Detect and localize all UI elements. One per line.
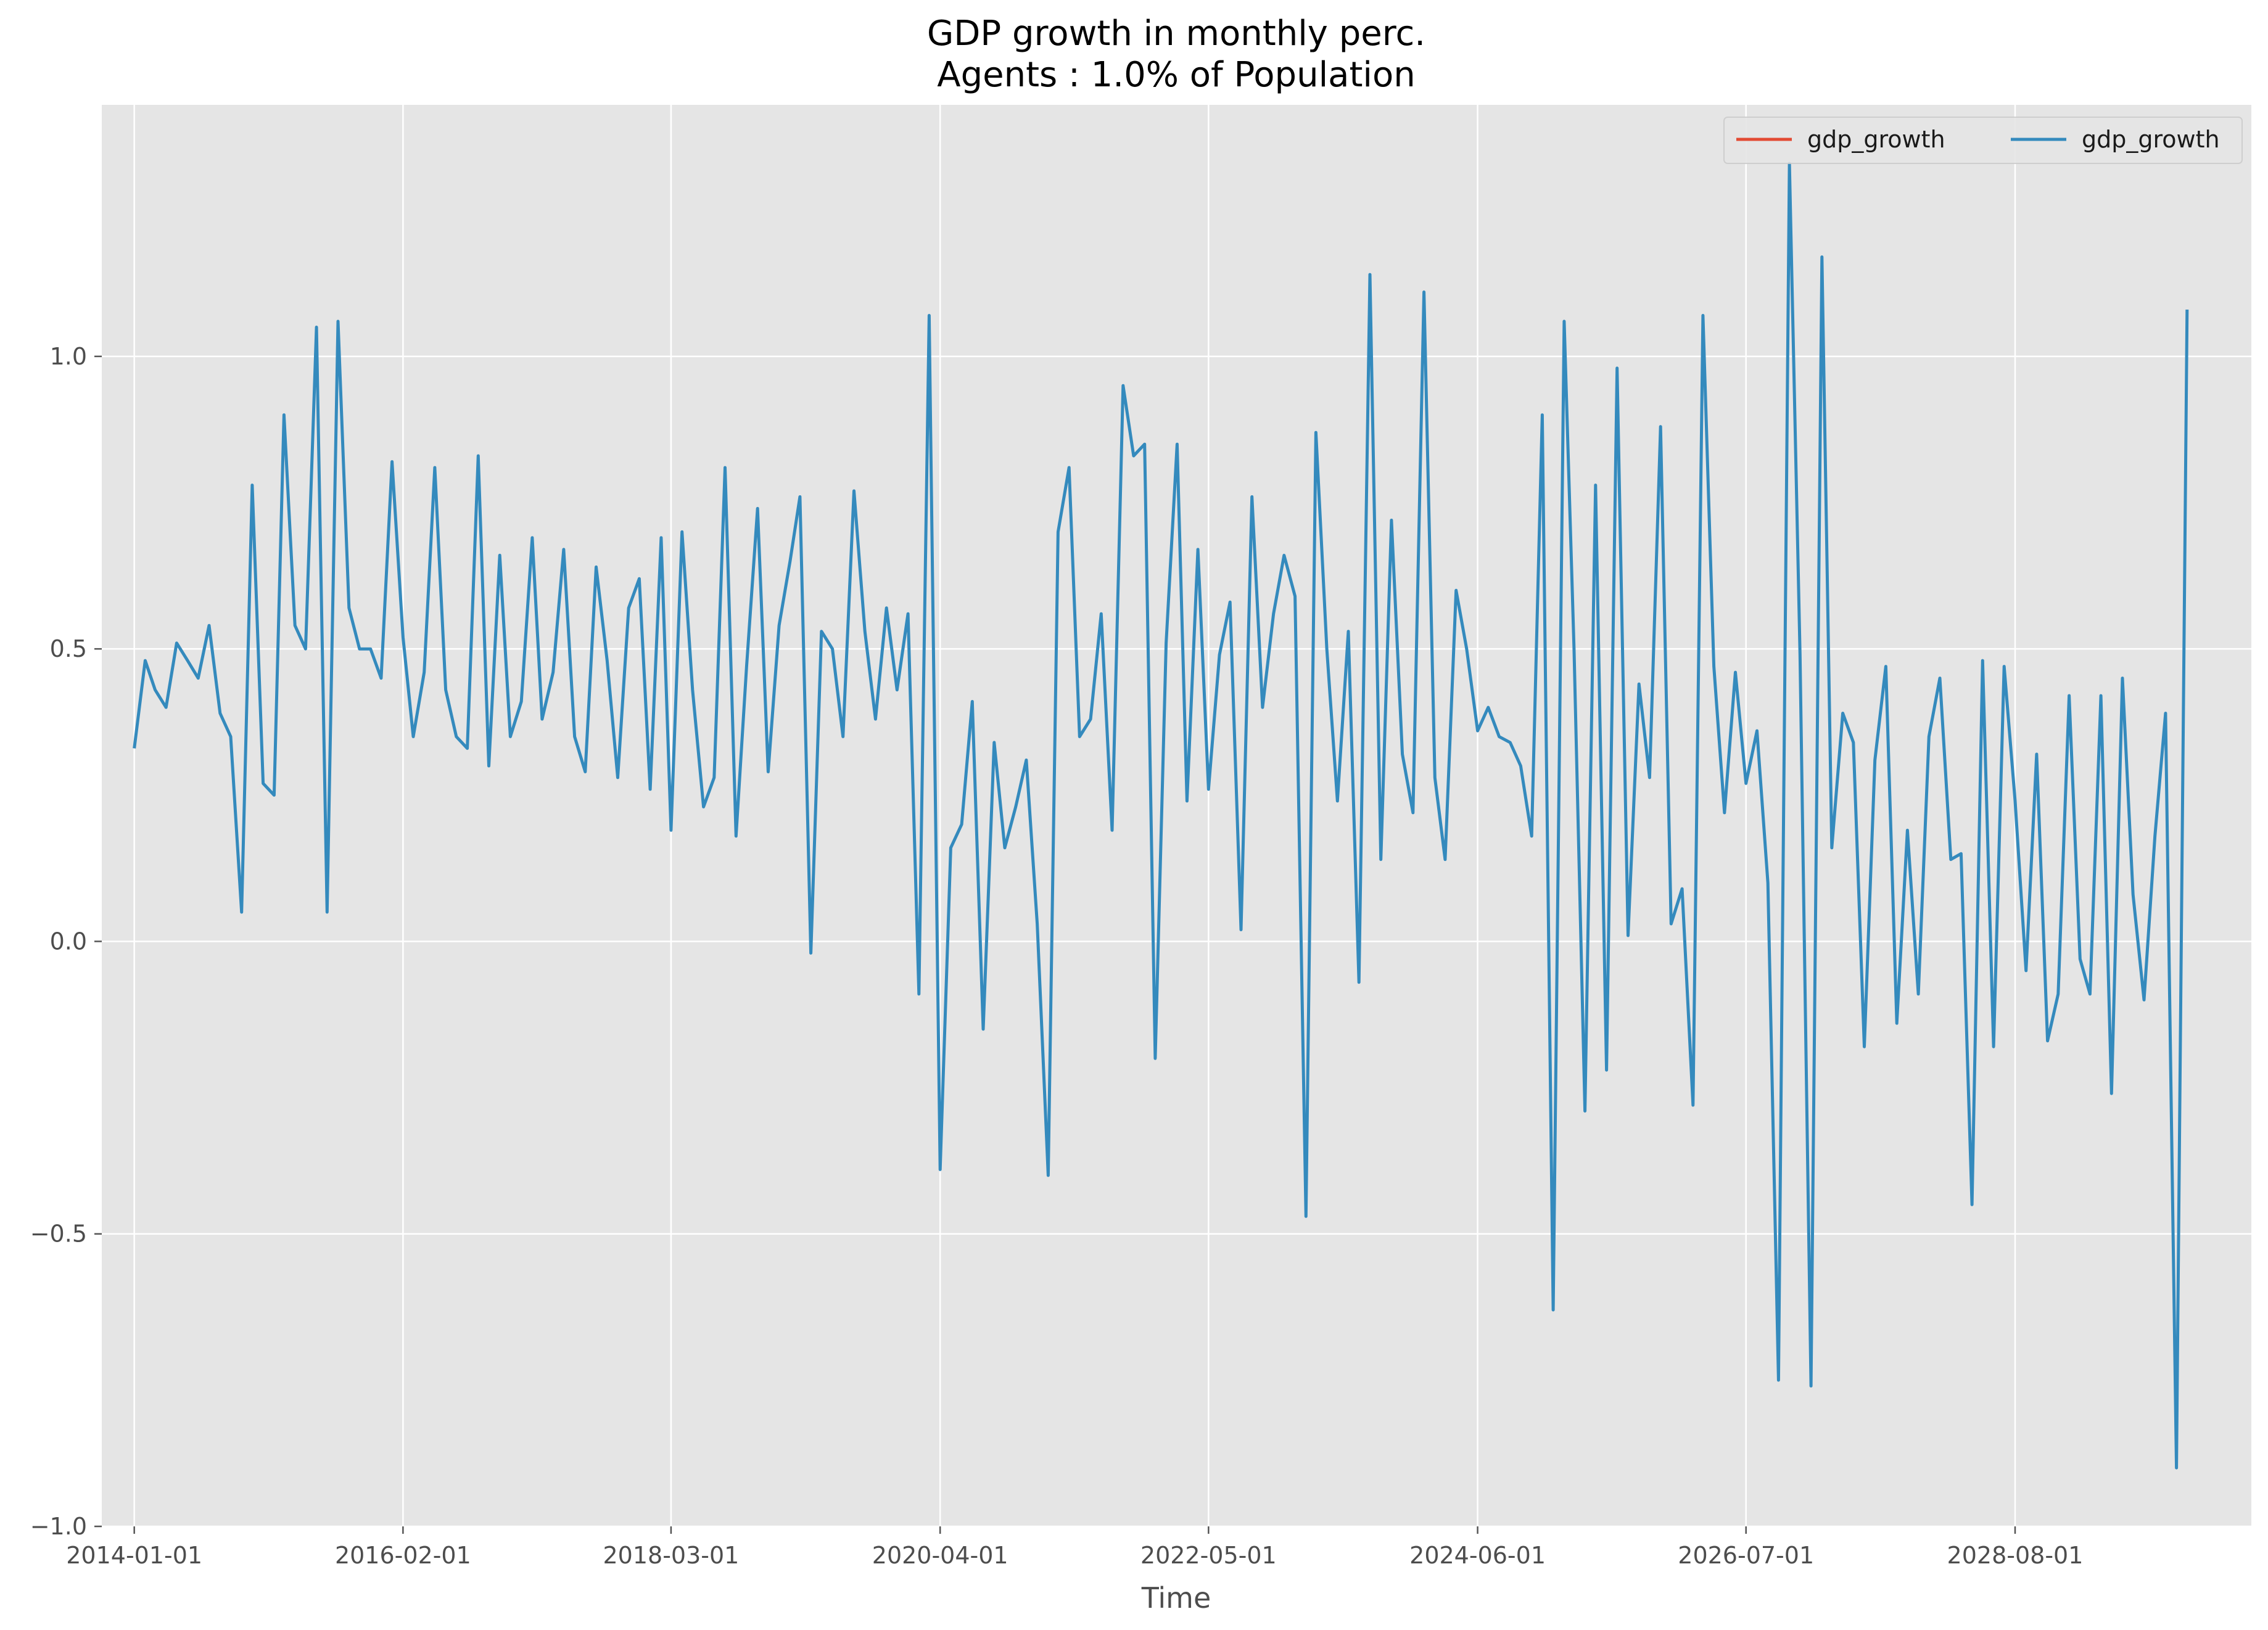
plot-background — [102, 105, 2251, 1526]
chart-title: GDP growth in monthly perc. — [927, 14, 1425, 54]
y-tick-label: −0.5 — [30, 1220, 87, 1248]
y-tick-label: 0.5 — [50, 635, 87, 662]
x-tick-label: 2020-04-01 — [872, 1542, 1008, 1569]
x-tick-label: 2014-01-01 — [66, 1542, 202, 1569]
legend-label-series-1: gdp_growth — [1807, 126, 1945, 153]
legend-label-series-2: gdp_growth — [2082, 126, 2220, 153]
x-axis-label: Time — [1141, 1581, 1211, 1615]
chart-subtitle: Agents : 1.0% of Population — [937, 55, 1415, 95]
x-tick-label: 2026-07-01 — [1678, 1542, 1814, 1569]
legend-box — [1723, 117, 2243, 164]
axis-ticks: 2014-01-01 2016-02-01 2018-03-01 2020-04-01… — [30, 343, 2084, 1569]
y-tick-label: 1.0 — [50, 343, 87, 370]
x-tick-label: 2028-08-01 — [1947, 1542, 2084, 1569]
y-tick-label: −1.0 — [30, 1513, 87, 1540]
grid-lines — [102, 105, 2251, 1528]
legend: gdp_growth gdp_growth — [1723, 117, 2243, 164]
x-tick-label: 2016-02-01 — [335, 1542, 471, 1569]
series-layer — [133, 162, 2189, 1470]
x-tick-label: 2018-03-01 — [603, 1542, 739, 1569]
y-tick-label: 0.0 — [50, 928, 87, 955]
series-line-2 — [133, 162, 2189, 1470]
x-tick-label: 2024-06-01 — [1409, 1542, 1546, 1569]
x-tick-label: 2022-05-01 — [1140, 1542, 1277, 1569]
